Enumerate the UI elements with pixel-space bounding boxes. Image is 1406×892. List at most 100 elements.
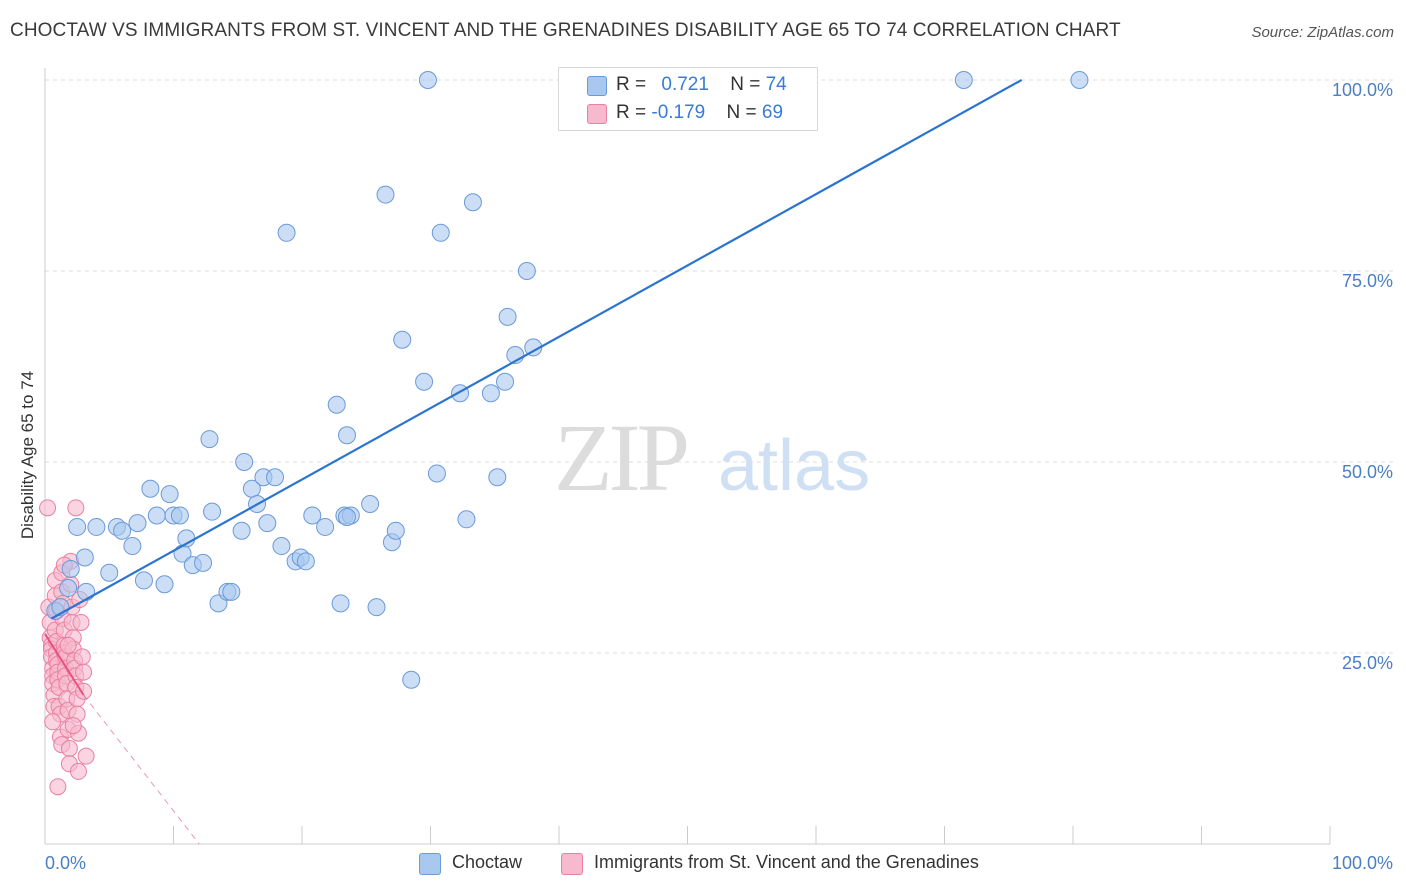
tick-labels: 25.0% 50.0% 75.0% 100.0% 0.0% 100.0%	[45, 80, 1393, 873]
choctaw-point	[61, 559, 80, 578]
choctaw-point	[277, 223, 296, 242]
choctaw-point	[194, 553, 213, 572]
legend-swatch-immigrants	[587, 104, 607, 124]
choctaw-point	[200, 430, 219, 449]
legend-r-label: R =	[616, 74, 652, 95]
watermark-zip: ZIP	[554, 404, 687, 511]
choctaw-point	[68, 517, 87, 536]
choctaw-point	[316, 517, 335, 536]
choctaw-point	[75, 548, 94, 567]
source-label: Source: ZipAtlas.com	[1251, 24, 1394, 41]
choctaw-point	[147, 506, 166, 525]
choctaw-point	[160, 485, 179, 504]
y-axis-label: Disability Age 65 to 74	[18, 370, 37, 540]
choctaw-point	[87, 517, 106, 536]
choctaw-point	[272, 537, 291, 556]
choctaw-point	[123, 537, 142, 556]
choctaw-point	[266, 468, 285, 487]
choctaw-point	[393, 330, 412, 349]
choctaw-point	[517, 262, 536, 280]
choctaw-point	[498, 307, 517, 326]
legend-n-value: 69	[761, 102, 784, 123]
choctaw-point	[337, 426, 356, 445]
legend-n-label: N =	[730, 74, 766, 95]
choctaw-point	[463, 193, 482, 212]
immigrants-point	[49, 778, 67, 796]
choctaw-point	[337, 508, 356, 527]
watermark: ZIP atlas	[554, 404, 870, 511]
y-tick-label: 25.0%	[1342, 653, 1393, 673]
choctaw-point	[415, 372, 434, 391]
choctaw-point	[258, 514, 277, 533]
choctaw-point	[155, 575, 174, 594]
choctaw-point	[431, 223, 450, 242]
y-tick-label: 75.0%	[1342, 271, 1393, 291]
immigrants-point	[39, 499, 57, 517]
legend-swatch-choctaw	[587, 76, 607, 96]
choctaw-point	[327, 395, 346, 414]
legend-swatch-choctaw	[419, 853, 441, 875]
choctaw-point	[303, 506, 322, 525]
immigrants-point	[59, 636, 77, 654]
choctaw-point	[77, 582, 96, 601]
grid-lines	[45, 79, 1395, 654]
choctaw-point	[367, 598, 386, 617]
choctaw-point	[141, 479, 160, 498]
immigrants-trend-line	[44, 633, 85, 696]
trend-lines	[44, 79, 1023, 845]
choctaw-point	[418, 71, 437, 89]
choctaw-point	[59, 579, 78, 598]
choctaw-point	[128, 514, 147, 533]
x-tick-label: 100.0%	[1332, 853, 1393, 873]
legend-r-label: R =	[616, 102, 652, 123]
choctaw-point	[402, 670, 421, 689]
immigrants-point	[73, 648, 91, 666]
immigrants-point	[75, 663, 93, 681]
chart-title: CHOCTAW VS IMMIGRANTS FROM ST. VINCENT A…	[10, 20, 1121, 41]
immigrants-trend-extension	[83, 694, 200, 845]
choctaw-point	[376, 185, 395, 204]
choctaw-point	[331, 594, 350, 613]
choctaw-point	[457, 510, 476, 529]
choctaw-point	[1070, 71, 1089, 89]
choctaw-point	[386, 521, 405, 540]
y-tick-label: 50.0%	[1342, 462, 1393, 482]
legend-n-value: 74	[765, 74, 787, 95]
choctaw-point	[113, 521, 132, 540]
choctaw-point	[488, 468, 507, 487]
y-tick-label: 100.0%	[1332, 80, 1393, 100]
choctaw-point	[954, 71, 973, 89]
series-immigrants-points	[39, 499, 95, 796]
choctaw-point	[481, 384, 500, 403]
series-choctaw-points	[46, 71, 1089, 689]
legend-r-value: -0.179	[651, 102, 706, 123]
choctaw-point	[496, 372, 515, 391]
immigrants-point	[67, 499, 85, 517]
x-tick-label: 0.0%	[45, 853, 86, 873]
correlation-legend: R = 0.721 N = 74 R = -0.179 N = 69	[558, 67, 818, 131]
immigrants-point	[77, 747, 95, 765]
choctaw-point	[100, 563, 119, 582]
watermark-atlas: atlas	[718, 426, 870, 506]
choctaw-point	[170, 506, 189, 525]
choctaw-point	[427, 464, 446, 483]
choctaw-trend-line	[50, 79, 1023, 620]
immigrants-point	[64, 717, 82, 735]
immigrants-point	[69, 762, 87, 780]
axes	[44, 68, 1331, 845]
choctaw-point	[235, 453, 254, 471]
legend-label-immigrants: Immigrants from St. Vincent and the Gren…	[594, 852, 979, 872]
choctaw-point	[361, 495, 380, 514]
immigrants-point	[60, 740, 78, 757]
choctaw-point	[222, 582, 241, 601]
choctaw-point	[134, 571, 153, 590]
legend-r-value: 0.721	[661, 74, 709, 95]
choctaw-point	[232, 521, 251, 540]
legend-n-label: N =	[726, 102, 762, 123]
choctaw-point	[296, 552, 315, 571]
legend-swatch-immigrants	[561, 853, 583, 875]
immigrants-point	[44, 713, 62, 731]
legend-label-choctaw: Choctaw	[452, 852, 523, 872]
immigrants-point	[72, 613, 90, 631]
